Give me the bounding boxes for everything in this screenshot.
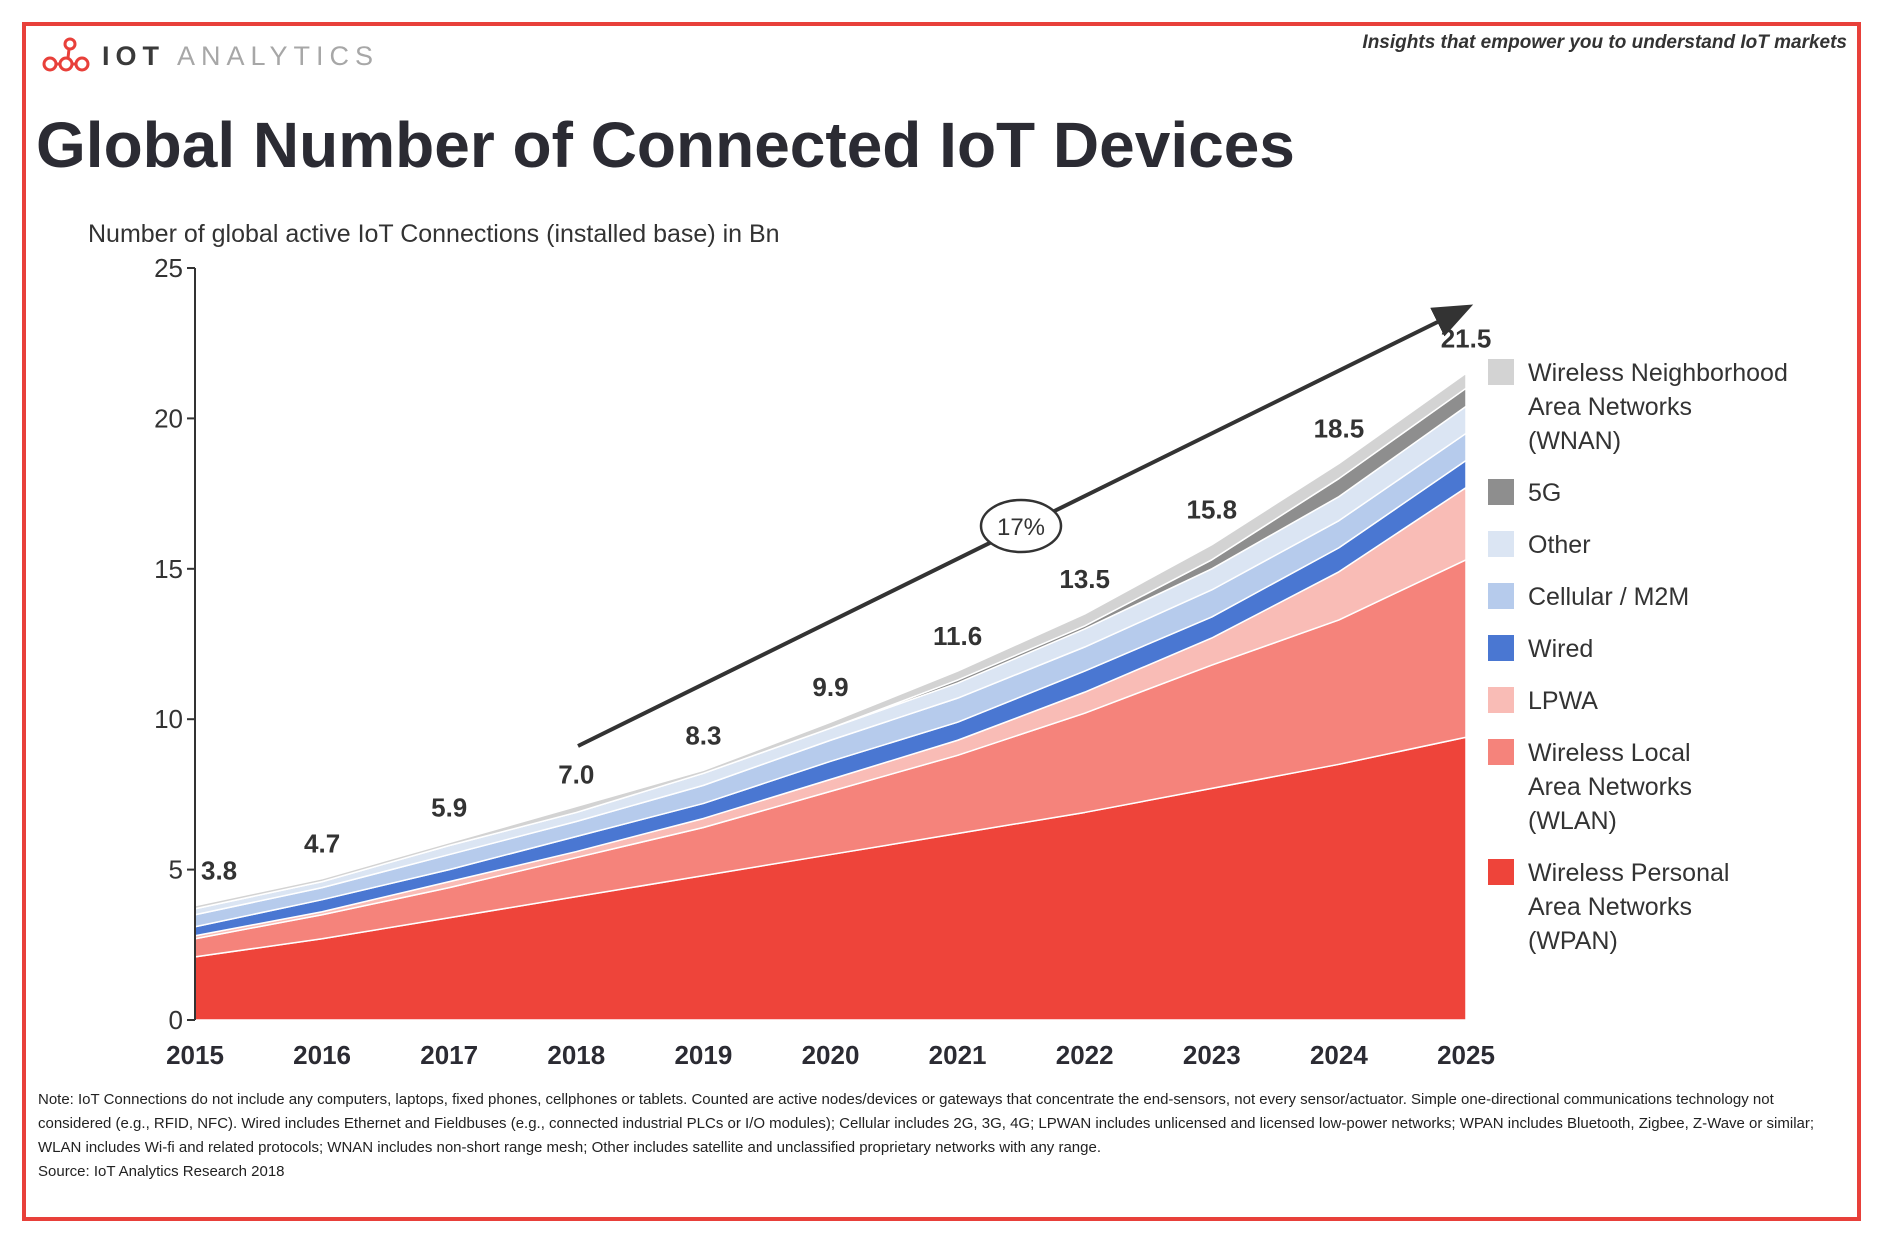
data-label: 21.5 [1441, 323, 1492, 353]
legend-item: LPWA [1488, 684, 1848, 718]
legend-swatch [1488, 479, 1514, 505]
tagline: Insights that empower you to understand … [1362, 32, 1847, 53]
legend-swatch [1488, 739, 1514, 765]
x-tick-label: 2017 [420, 1040, 478, 1070]
network-nodes-icon [42, 37, 90, 72]
cagr-badge [979, 498, 1063, 554]
legend-label-line: Wireless Personal [1528, 859, 1730, 887]
legend-swatch [1488, 635, 1514, 661]
x-tick-label: 2024 [1310, 1040, 1368, 1070]
brand: IOT ANALYTICS [40, 36, 379, 76]
data-label: 7.0 [558, 759, 594, 789]
legend-item: Wireless Personal Area Networks (WPAN) [1488, 856, 1848, 958]
legend-label: Wireless Neighborhood Area Networks (WNAN) [1528, 356, 1788, 458]
y-tick-label: 0 [169, 1005, 183, 1035]
legend-swatch [1488, 583, 1514, 609]
brand-name: IOT ANALYTICS [102, 40, 380, 71]
legend-label-line: (WNAN) [1528, 427, 1622, 455]
legend-swatch [1488, 531, 1514, 557]
data-label: 9.9 [812, 672, 848, 702]
x-tick-label: 2022 [1056, 1040, 1114, 1070]
legend-item: Wireless Local Area Networks (WLAN) [1488, 736, 1848, 838]
legend-item: Cellular / M2M [1488, 580, 1848, 614]
data-label: 4.7 [304, 829, 340, 859]
legend-item: Wired [1488, 632, 1848, 666]
legend-label-line: Area Networks [1528, 773, 1692, 801]
x-tick-label: 2016 [293, 1040, 351, 1070]
data-label: 11.6 [933, 621, 982, 651]
chart-subtitle: Number of global active IoT Connections … [88, 220, 780, 248]
legend-label-line: Other [1528, 531, 1591, 559]
legend-swatch [1488, 687, 1514, 713]
y-tick-label: 10 [154, 704, 183, 734]
legend-label: Wireless Personal Area Networks (WPAN) [1528, 856, 1729, 958]
legend-label: Cellular / M2M [1528, 580, 1689, 614]
chart-legend: Wireless Neighborhood Area Networks (WNAN)… [1488, 356, 1848, 976]
data-label: 15.8 [1186, 495, 1237, 525]
legend-label: Other [1528, 528, 1591, 562]
x-tick-label: 2018 [547, 1040, 605, 1070]
legend-item: Other [1488, 528, 1848, 562]
data-label: 18.5 [1314, 414, 1365, 444]
legend-label-line: Area Networks [1528, 893, 1692, 921]
cagr-label: 17% [997, 514, 1045, 541]
y-tick-label: 15 [154, 554, 183, 584]
y-tick-label: 25 [154, 253, 183, 283]
chart-frame [22, 22, 1861, 1221]
legend-label: Wireless Local Area Networks (WLAN) [1528, 736, 1692, 838]
area-series-7 [194, 372, 1467, 910]
footnote-source: Source: IoT Analytics Research 2018 [38, 1163, 285, 1180]
legend-label-line: Area Networks [1528, 393, 1692, 421]
legend-label-line: Wireless Local [1528, 739, 1691, 767]
x-tick-label: 2020 [802, 1040, 860, 1070]
legend-label-line: Wired [1528, 635, 1594, 663]
y-tick-label: 20 [154, 403, 183, 433]
footnote-text: Note: IoT Connections do not include any… [38, 1091, 1815, 1156]
legend-item: Wireless Neighborhood Area Networks (WNAN) [1488, 356, 1848, 458]
x-tick-label: 2025 [1437, 1040, 1495, 1070]
legend-label-line: LPWA [1528, 687, 1598, 715]
legend-swatch [1488, 359, 1514, 385]
legend-swatch [1488, 859, 1514, 885]
legend-label-line: (WPAN) [1528, 927, 1618, 955]
legend-label-line: 5G [1528, 479, 1562, 507]
legend-label: LPWA [1528, 684, 1598, 718]
x-tick-label: 2021 [929, 1040, 987, 1070]
legend-item: 5G [1488, 476, 1848, 510]
legend-label-line: (WLAN) [1528, 807, 1617, 835]
legend-label: 5G [1528, 476, 1561, 510]
data-label: 8.3 [685, 720, 721, 750]
data-label: 5.9 [431, 793, 467, 823]
y-tick-label: 5 [169, 855, 183, 885]
x-tick-label: 2023 [1183, 1040, 1241, 1070]
data-label: 3.8 [201, 856, 237, 886]
legend-label-line: Cellular / M2M [1528, 583, 1690, 611]
x-tick-label: 2015 [166, 1040, 224, 1070]
x-tick-label: 2019 [674, 1040, 732, 1070]
data-label: 13.5 [1059, 564, 1110, 594]
page-title: Global Number of Connected IoT Devices [36, 109, 1295, 181]
footnote: Note: IoT Connections do not include any… [38, 1088, 1848, 1184]
legend-label-line: Wireless Neighborhood [1528, 359, 1788, 387]
legend-label: Wired [1528, 632, 1593, 666]
